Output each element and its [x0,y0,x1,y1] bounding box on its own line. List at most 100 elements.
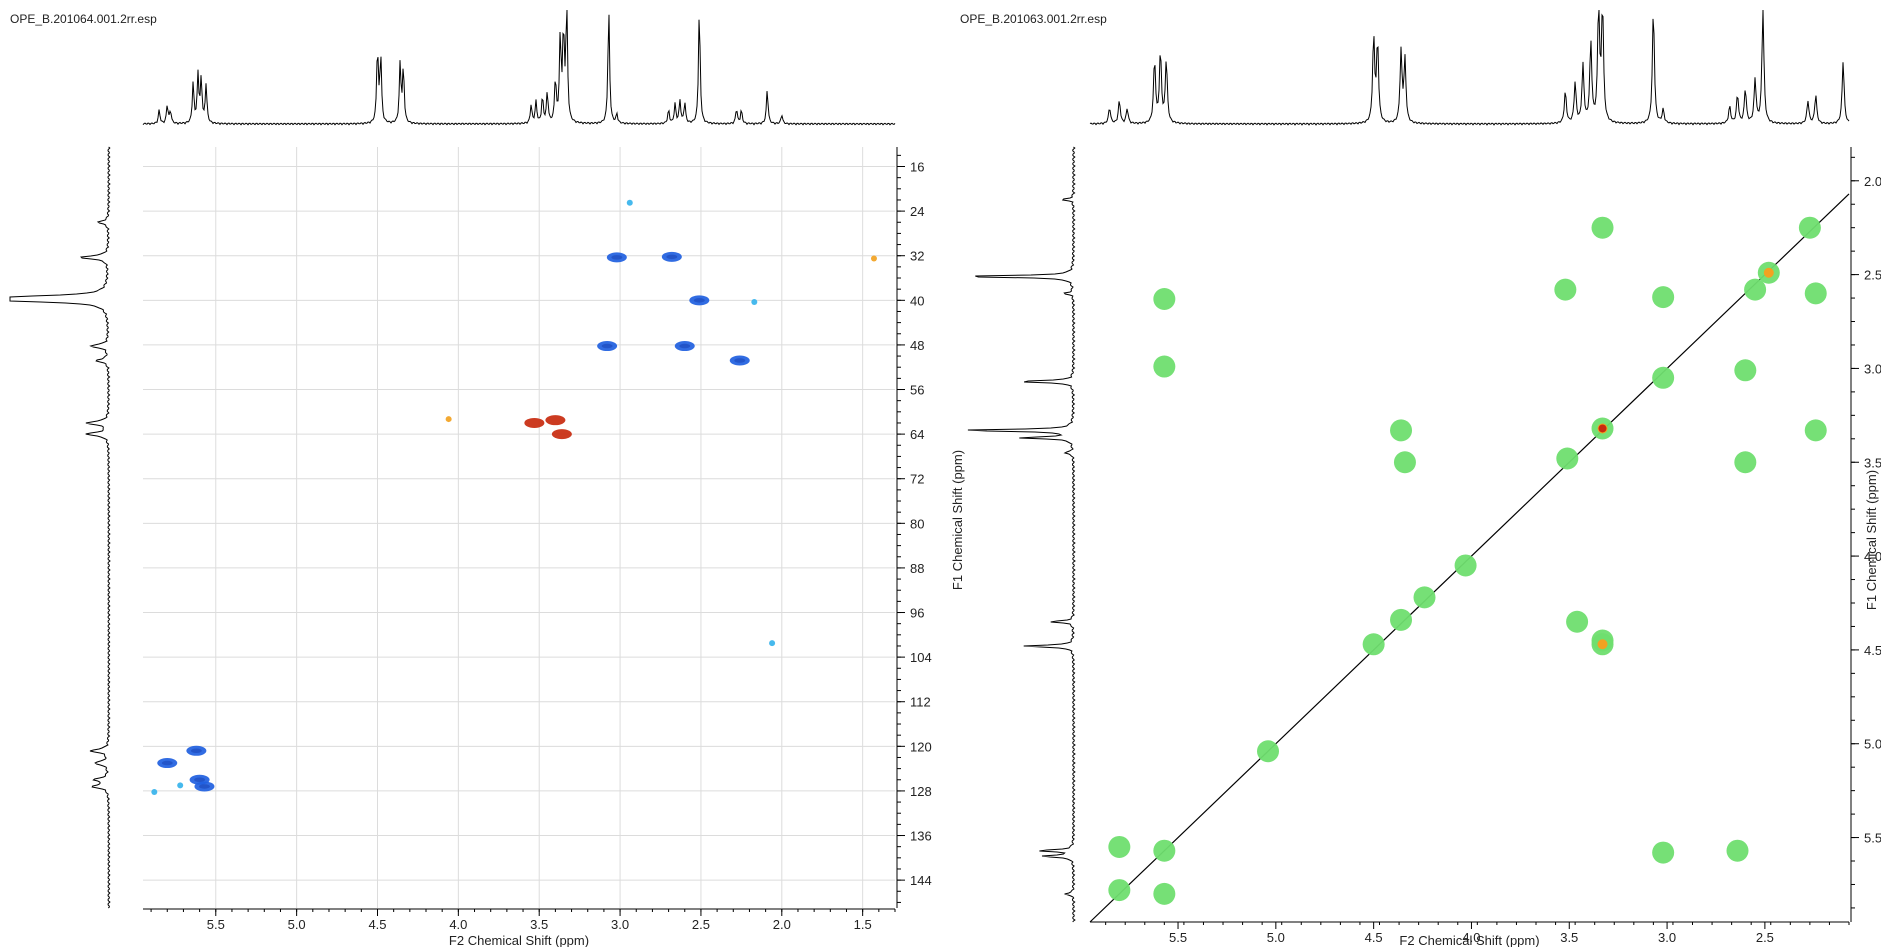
hsqc-cross-peak [769,640,776,647]
hsqc-peak-core [679,343,691,349]
cosy-peak-high [1763,267,1774,278]
cosy-cross-peak [1798,216,1821,239]
y-axis-label: F1 Chemical Shift (ppm) [1864,470,1879,610]
y-tick-label: 72 [910,472,924,487]
x-tick-label: 4.5 [1365,930,1383,945]
cosy-cross-peak [1652,841,1675,864]
hsqc-cross-peak [597,341,618,352]
cosy-cross-peak [1153,882,1176,905]
cosy-cross-peak [1744,278,1767,301]
hsqc-peak-core [601,343,613,349]
y-tick-label: 96 [910,606,924,621]
cosy-panel: 5.5 5.0 4.5 4.0 3.5 3.0 2.5 2.0 2.5 3.0 3.5 4.0 4.5 5… [967,9,1881,947]
x-tick-label: 3.5 [1560,930,1578,945]
y-tick-label: 16 [910,160,924,175]
y-tick-label: 5.0 [1864,737,1881,752]
y-axis-label: F1 Chemical Shift (ppm) [950,450,965,590]
hsqc-peak-core [194,777,206,783]
x-tick-label: 4.0 [449,917,467,932]
y-tick-label: 64 [910,427,924,442]
y-tick-label: 3.5 [1864,455,1881,470]
cosy-cross-peak [1591,216,1614,239]
y-tick-label: 2.0 [1864,174,1881,189]
hsqc-peak-core [161,760,173,766]
y-tick-label: 24 [910,204,924,219]
x-tick-label: 2.0 [773,917,791,932]
hsqc-cross-peak [674,341,695,352]
y-tick-label: 4.0 [1864,549,1881,564]
cosy-cross-peak [1454,554,1477,577]
cosy-peak-high [1597,639,1608,650]
y-tick-label: 120 [910,739,932,754]
x-tick-label: 5.0 [288,917,306,932]
y-tick-label: 32 [910,249,924,264]
cosy-cross-peak [1153,355,1176,378]
y-tick-label: 80 [910,516,924,531]
hsqc-cross-peak [445,416,452,423]
cosy-cross-peak [1566,610,1589,633]
hsqc-cross-peak [194,781,215,792]
hsqc-peak-core [734,358,746,363]
x-tick-label: 4.5 [368,917,386,932]
y-tick-label: 3.0 [1864,361,1881,376]
f2-projection-trace [142,9,896,126]
y-tick-label: 104 [910,650,932,665]
cosy-cross-peak [1362,633,1385,656]
hsqc-cross-peak [661,251,682,262]
hsqc-cross-peak [524,417,545,428]
x-tick-label: 3.0 [1658,930,1676,945]
x-tick-label: 3.5 [530,917,548,932]
y-tick-label: 48 [910,338,924,353]
y-tick-label: 40 [910,293,924,308]
hsqc-peak-core [693,298,705,303]
hsqc-cross-peak [751,298,758,305]
cosy-cross-peak [1556,447,1579,470]
x-tick-label: 5.5 [207,917,225,932]
hsqc-cross-peak [177,782,184,789]
f1-projection-trace [967,146,1076,923]
x-axis-label: F2 Chemical Shift (ppm) [449,933,589,947]
cosy-cross-peak [1153,287,1176,310]
hsqc-cross-peak [186,745,207,756]
hsqc-panel: 5.5 5.0 4.5 4.0 3.5 3.0 2.5 2.0 1.5 16 24 32 40 48 56 6… [9,9,965,947]
f1-projection-trace [9,146,111,909]
hsqc-cross-peak [545,415,566,426]
x-tick-label: 2.5 [1756,930,1774,945]
y-tick-label: 136 [910,829,932,844]
x-tick-label: 5.0 [1267,930,1285,945]
cosy-cross-peak [1390,608,1413,631]
hsqc-peak-core [190,748,202,754]
y-tick-label: 128 [910,784,932,799]
hsqc-cross-peak [626,199,633,206]
cosy-cross-peak [1393,451,1416,474]
cosy-cross-peak [1153,839,1176,862]
cosy-cross-peak [1734,359,1757,382]
cosy-cross-peak [1554,278,1577,301]
left-file-title: OPE_B.201064.001.2rr.esp [10,12,157,26]
cross-peaks [1108,216,1827,905]
hsqc-cross-peak [606,252,627,263]
y-tick-label: 5.5 [1864,831,1881,846]
y-tick-label: 88 [910,561,924,576]
hsqc-cross-peak [729,355,750,366]
cosy-cross-peak [1108,835,1131,858]
cosy-cross-peak [1804,282,1827,305]
y-tick-label: 2.5 [1864,268,1881,283]
cosy-cross-peak [1734,451,1757,474]
hsqc-peak-core [198,784,210,789]
y-tick-label: 4.5 [1864,643,1881,658]
cosy-cross-peak [1257,740,1280,763]
f2-projection-trace [1089,9,1850,126]
y-tick-label: 56 [910,383,924,398]
cosy-cross-peak [1804,419,1827,442]
hsqc-peak-core [611,255,623,260]
right-file-title: OPE_B.201063.001.2rr.esp [960,12,1107,26]
cosy-cross-peak [1652,366,1675,389]
cosy-peak-max [1598,424,1607,433]
cross-peaks [151,199,877,796]
x-tick-label: 3.0 [611,917,629,932]
x-tick-label: 2.5 [692,917,710,932]
y-tick-label: 144 [910,873,932,888]
hsqc-cross-peak [689,295,710,306]
